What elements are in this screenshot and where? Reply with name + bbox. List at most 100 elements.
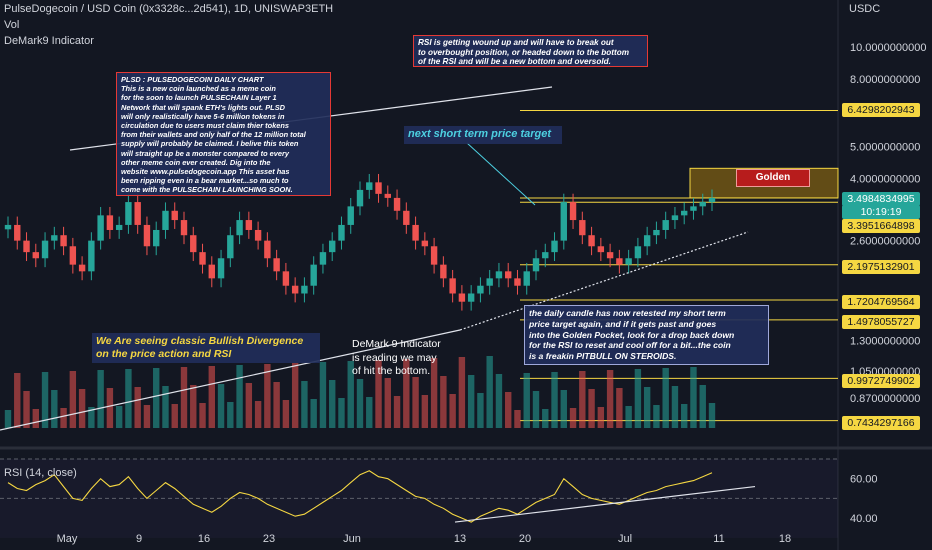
candle-body — [273, 258, 280, 272]
daily-candle-note[interactable]: the daily candle has now retested my sho… — [524, 305, 769, 365]
golden-pocket-label[interactable]: Golden Pocket — [736, 169, 810, 187]
volume-bar — [486, 356, 493, 428]
candle-body — [162, 210, 169, 230]
volume-bar — [569, 408, 577, 428]
volume-bar — [662, 368, 669, 428]
y-tick-label: 0.8700000000 — [850, 393, 920, 405]
candle-body — [366, 182, 373, 190]
volume-bar — [708, 403, 716, 428]
volume-bar — [199, 403, 206, 428]
volume-bar — [421, 395, 429, 428]
price-level-label: 2.1975132901 — [842, 260, 920, 274]
candle-body — [4, 224, 12, 230]
candle-body — [403, 210, 410, 225]
candle-body — [199, 252, 206, 265]
candle-body — [495, 271, 503, 279]
volume-bar — [412, 377, 419, 428]
volume-bar — [671, 386, 679, 428]
symbol-title: PulseDogecoin / USD Coin (0x3328c...2d54… — [4, 3, 334, 15]
volume-bar — [273, 382, 280, 428]
volume-bar — [264, 364, 271, 428]
price-level-label: 0.7434297166 — [842, 416, 920, 430]
rsi-pane-label[interactable]: RSI (14, close) — [4, 467, 77, 479]
x-tick-label: May — [56, 533, 78, 545]
candle-body — [106, 215, 114, 230]
volume-bar — [403, 359, 410, 428]
volume-bar — [458, 357, 466, 428]
candle-body — [671, 215, 679, 221]
volume-bar — [162, 386, 169, 428]
candle-body — [171, 210, 178, 221]
price-level-label: 1.7204769564 — [842, 295, 920, 309]
candle-body — [78, 264, 86, 272]
candle-body — [375, 182, 382, 194]
price-target-note[interactable]: next short term price target — [404, 126, 562, 144]
volume-bar — [301, 381, 308, 428]
rsi-tick-label: 60.00 — [850, 474, 878, 486]
candle-body — [125, 202, 132, 225]
volume-bar — [699, 385, 706, 428]
volume-bar — [606, 370, 614, 428]
candle-body — [708, 197, 716, 203]
price-level-label: 0.9972749902 — [842, 374, 920, 388]
volume-bar — [643, 387, 651, 428]
demark-note[interactable]: DeMark 9 Indicator is reading we may of … — [352, 338, 441, 377]
volume-bar — [440, 376, 447, 428]
x-tick-label: 16 — [197, 533, 211, 545]
candle-body — [412, 224, 419, 241]
candle-body — [217, 258, 225, 279]
volume-bar — [560, 390, 567, 428]
x-tick-label: 13 — [453, 533, 467, 545]
x-tick-label: 23 — [262, 533, 276, 545]
volume-bar — [542, 409, 549, 428]
current-price-label: 3.4984834995 — [842, 192, 920, 206]
candle-body — [643, 235, 651, 247]
y-tick-label: 1.3000000000 — [850, 335, 920, 347]
volume-bar — [653, 405, 660, 428]
candle-body — [356, 189, 364, 207]
candle-body — [606, 252, 614, 259]
volume-bar — [477, 393, 484, 428]
y-tick-label: 2.6000000000 — [850, 236, 920, 248]
volume-label[interactable]: Vol — [4, 19, 20, 31]
price-level-label: 1.4978055727 — [842, 315, 920, 329]
volume-bar — [78, 389, 86, 428]
volume-bar — [338, 398, 345, 428]
candle-body — [634, 246, 642, 259]
volume-bar — [523, 373, 530, 428]
x-tick-label: 9 — [135, 533, 143, 545]
volume-bar — [254, 401, 262, 428]
x-tick-label: 18 — [778, 533, 792, 545]
candle-body — [329, 240, 336, 253]
currency-label: USDC — [849, 3, 881, 15]
candle-body — [579, 220, 586, 236]
rsi-band — [0, 458, 838, 538]
plsd-description-note[interactable]: PLSD : PULSEDOGECOIN DAILY CHART This is… — [116, 72, 331, 196]
volume-bar — [41, 372, 49, 428]
volume-bar — [180, 367, 188, 428]
candle-body — [486, 278, 493, 286]
volume-bar — [532, 391, 540, 428]
bullish-divergence-note[interactable]: We Are seeing classic Bullish Divergence… — [92, 333, 320, 363]
x-tick-label: 20 — [518, 533, 532, 545]
candle-body — [662, 220, 669, 230]
candle-body — [338, 224, 345, 241]
candle-body — [616, 258, 623, 265]
volume-bar — [310, 399, 317, 428]
candle-body — [467, 293, 475, 302]
demark-indicator-label[interactable]: DeMark9 Indicator — [4, 35, 94, 47]
rsi-outlook-note[interactable]: RSI is getting wound up and will have to… — [413, 35, 648, 67]
candle-body — [421, 240, 429, 247]
candle-body — [115, 224, 123, 230]
candle-body — [134, 202, 141, 225]
candle-body — [245, 220, 253, 230]
volume-bar — [153, 368, 160, 428]
candle-body — [282, 271, 290, 286]
volume-bar — [125, 369, 132, 428]
candle-countdown-label: 10:19:19 — [842, 205, 920, 219]
candle-body — [88, 240, 95, 272]
candle-body — [560, 202, 567, 241]
price-level-label: 3.3951664898 — [842, 219, 920, 233]
y-tick-label: 10.0000000000 — [850, 42, 926, 54]
